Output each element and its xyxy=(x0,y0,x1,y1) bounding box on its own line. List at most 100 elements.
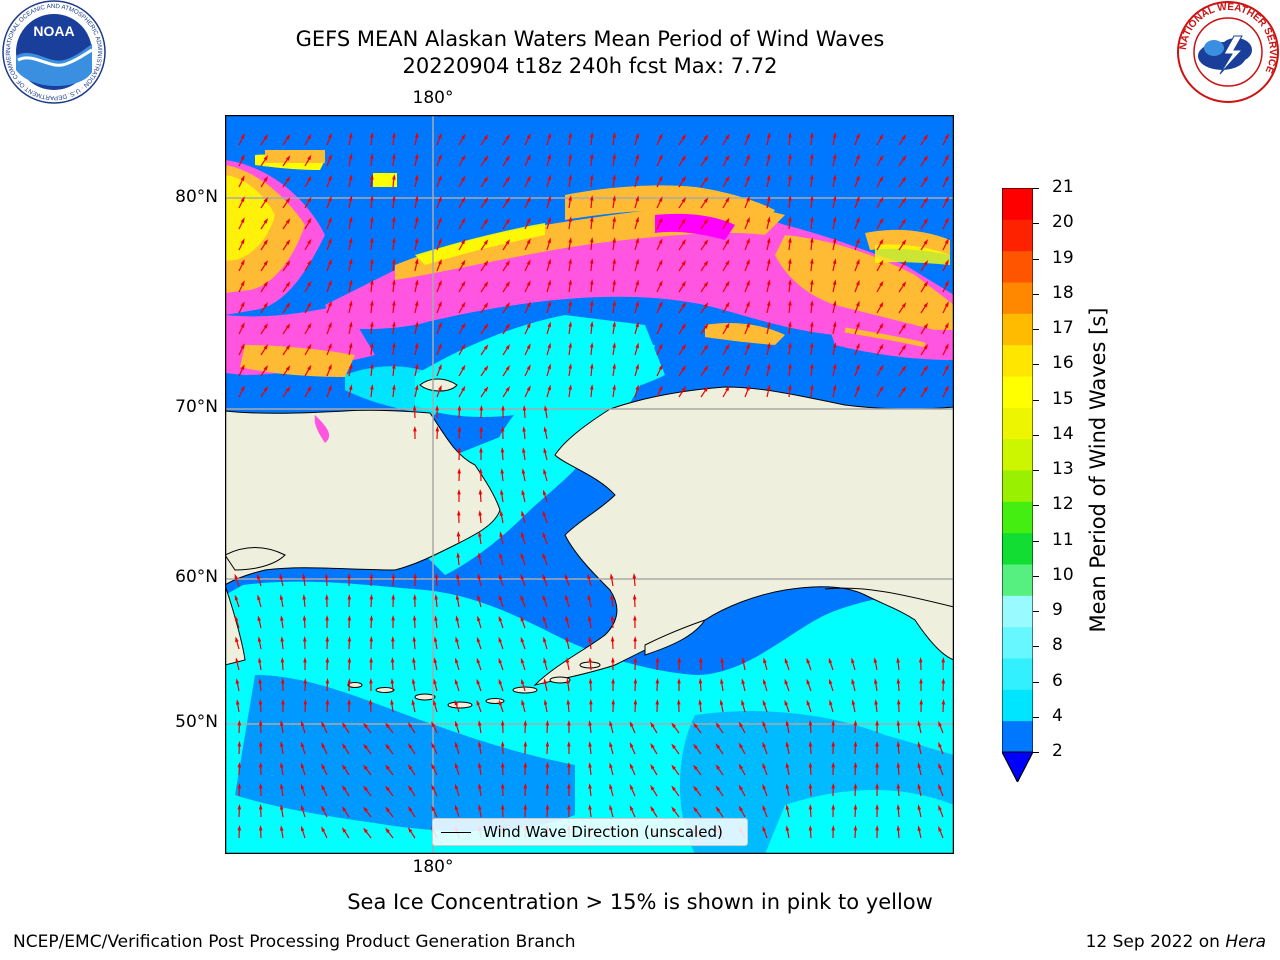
wind-wave-arrow-head xyxy=(896,699,901,705)
wind-wave-arrow-head xyxy=(609,741,613,748)
wind-wave-arrow-head xyxy=(433,657,438,663)
wind-wave-arrow-head xyxy=(788,300,792,306)
wind-wave-arrow-head xyxy=(658,175,663,181)
wind-wave-arrow-head xyxy=(785,720,790,726)
wind-wave-arrows xyxy=(234,132,949,839)
wind-wave-arrow-head xyxy=(901,155,907,161)
wind-wave-arrow-head xyxy=(263,365,268,371)
wind-wave-arrow-head xyxy=(483,176,489,182)
wind-wave-arrow-head xyxy=(590,195,594,201)
wind-wave-arrow-head xyxy=(567,720,571,726)
colorbar-segment xyxy=(1002,564,1033,596)
wind-wave-arrow-head xyxy=(938,783,942,790)
wind-wave-arrow-head xyxy=(629,763,634,769)
wind-wave-arrow-head xyxy=(763,657,767,664)
wind-wave-arrow-head xyxy=(520,657,525,664)
wind-wave-arrow-head xyxy=(347,657,352,663)
wind-wave-arrow-head xyxy=(302,594,306,600)
wind-wave-arrow-head xyxy=(307,343,312,350)
wind-wave-arrow-head xyxy=(923,323,929,329)
wind-wave-arrow-head xyxy=(500,804,505,810)
colorbar-segment xyxy=(1002,344,1033,377)
wind-wave-arrow-head xyxy=(237,762,242,768)
wind-wave-arrow-head xyxy=(325,657,330,663)
wind-wave-arrow-head xyxy=(923,365,929,371)
wind-wave-arrow-head xyxy=(461,175,466,182)
wind-wave-arrow-head xyxy=(588,804,592,810)
wind-wave-arrow-head xyxy=(483,365,489,371)
wind-wave-arrow-head xyxy=(568,258,572,264)
wind-wave-arrow-head xyxy=(499,552,503,559)
wind-wave-arrow-head xyxy=(483,323,489,329)
wind-wave-arrow-head xyxy=(832,132,837,138)
wind-wave-arrow-head xyxy=(328,279,332,286)
colorbar-tick-mark xyxy=(1033,188,1039,189)
wind-wave-arrow-head xyxy=(629,805,634,811)
wind-wave-arrow-head xyxy=(810,300,814,306)
wind-wave-arrow-head xyxy=(258,783,263,789)
wind-wave-arrow-head xyxy=(523,741,528,747)
wind-wave-arrow-head xyxy=(681,260,686,266)
wind-wave-arrow-head xyxy=(522,447,526,453)
wind-wave-arrow-head xyxy=(693,764,698,770)
wind-wave-arrow-head xyxy=(483,134,489,140)
wind-wave-arrow-head xyxy=(257,636,262,642)
colorbar-tick-mark xyxy=(1033,575,1039,577)
wind-wave-arrow-head xyxy=(808,783,813,789)
wind-wave-arrow-head xyxy=(944,364,949,370)
wind-wave-arrow-head xyxy=(715,743,721,749)
wind-wave-arrow-head xyxy=(545,720,550,726)
wind-wave-arrow-head xyxy=(280,636,284,642)
wind-wave-arrow-head xyxy=(766,195,771,201)
wind-wave-arrow-head xyxy=(542,552,547,559)
wind-wave-arrow-head xyxy=(766,321,771,327)
wind-wave-arrow-head xyxy=(526,238,531,244)
wind-wave-arrow-head xyxy=(588,657,593,663)
wind-wave-arrow-head xyxy=(321,763,326,769)
colorbar-segment xyxy=(1002,407,1033,440)
wind-wave-arrow-head xyxy=(455,741,459,748)
wind-wave-arrow-head xyxy=(237,825,242,831)
wind-wave-arrow-head xyxy=(477,615,481,622)
wind-wave-arrow-head xyxy=(543,657,547,664)
wind-wave-arrow-head xyxy=(348,216,353,222)
wind-wave-arrow-head xyxy=(766,363,771,369)
wind-wave-arrow-head xyxy=(307,133,312,140)
colorbar-tick-mark xyxy=(1033,505,1039,507)
wind-wave-arrow-head xyxy=(461,385,466,392)
wind-wave-arrow-head xyxy=(526,175,531,181)
wind-wave-arrow-head xyxy=(235,657,239,663)
wind-wave-arrow-head xyxy=(856,300,860,307)
wind-wave-arrow-head xyxy=(543,489,547,496)
wind-wave-arrow-head xyxy=(500,762,505,768)
colorbar-tick-label: 12 xyxy=(1052,494,1074,515)
wind-wave-arrow-head xyxy=(896,825,901,831)
wind-wave-arrow-head xyxy=(785,825,790,831)
wind-wave-arrow-head xyxy=(633,636,637,642)
wind-wave-arrow-head xyxy=(828,657,833,664)
wind-wave-arrow-head xyxy=(435,426,440,432)
wind-wave-arrow-head xyxy=(520,552,525,559)
colorbar-tick-mark xyxy=(1033,716,1039,718)
wind-wave-arrow-head xyxy=(851,678,855,685)
wind-wave-arrow-head xyxy=(856,174,860,181)
wind-wave-arrow-head xyxy=(725,280,730,287)
wind-wave-arrow-head xyxy=(832,195,837,201)
wind-wave-arrow-head xyxy=(258,825,263,831)
colorbar-segment xyxy=(1002,282,1033,314)
colorbar-segment xyxy=(1002,313,1033,346)
wind-wave-arrow-head xyxy=(307,364,312,371)
wind-wave-arrow-head xyxy=(853,762,858,768)
wind-wave-arrow-head xyxy=(741,678,745,684)
wind-wave-arrow-head xyxy=(738,784,743,791)
wind-wave-arrow-head xyxy=(831,804,835,810)
wind-wave-arrow-head xyxy=(505,302,510,308)
wind-wave-arrow-head xyxy=(875,783,879,789)
wind-wave-arrow-head xyxy=(610,594,614,600)
wind-wave-arrow-head xyxy=(896,720,901,726)
wind-wave-arrow-head xyxy=(785,762,790,768)
wind-wave-arrow-head xyxy=(590,258,594,264)
wind-wave-arrow-head xyxy=(831,783,835,789)
wind-wave-arrow-head xyxy=(590,363,594,369)
wind-wave-arrow-head xyxy=(766,216,771,222)
